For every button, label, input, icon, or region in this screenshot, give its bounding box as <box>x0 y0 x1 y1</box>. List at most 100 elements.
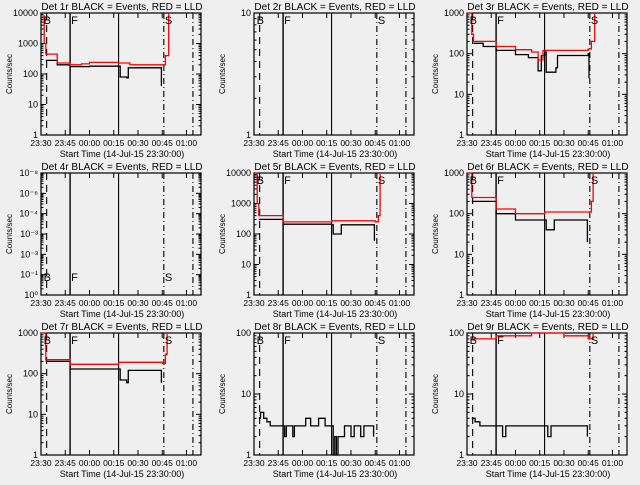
marker-letter: B <box>257 175 264 187</box>
plot-svg: Det 9r BLACK = Events, RED = LLD Counts/s… <box>431 322 629 479</box>
detector-panel-5: Det 5r BLACK = Events, RED = LLD Counts/s… <box>213 160 426 320</box>
x-tick-label: 23:45 <box>55 138 77 148</box>
marker-letter: B <box>257 335 264 347</box>
x-tick-label: 00:00 <box>292 138 314 148</box>
x-tick-label: 01:00 <box>389 458 411 468</box>
marker-letter: F <box>71 15 78 27</box>
marker-letter: F <box>497 15 504 27</box>
x-tick-label: 23:30 <box>30 458 52 468</box>
x-tick-label: 00:30 <box>553 458 575 468</box>
panel-title: Det 6r BLACK = Events, RED = LLD <box>467 162 628 173</box>
x-tick-label: 00:45 <box>365 298 387 308</box>
panel-title: Det 7r BLACK = Events, RED = LLD <box>41 322 202 333</box>
series-events-line <box>471 417 589 438</box>
x-tick-label: 00:30 <box>127 138 149 148</box>
y-axis-label: Counts/sec <box>5 214 14 254</box>
marker-letter: S <box>378 15 385 27</box>
y-tick-label: 10 <box>454 89 464 99</box>
x-tick-label: 23:45 <box>268 458 290 468</box>
x-tick-label: 00:00 <box>79 138 101 148</box>
x-tick-label: 00:45 <box>578 298 600 308</box>
y-tick-label: 10⁻⁴ <box>19 209 38 219</box>
x-axis-label: Start Time (14-Jul-15 23:30:00) <box>486 469 611 479</box>
plot-frame <box>40 332 202 456</box>
x-tick-label: 00:15 <box>529 458 551 468</box>
x-tick-label: 00:30 <box>127 298 149 308</box>
detector-panel-7: Det 7r BLACK = Events, RED = LLD Counts/s… <box>0 320 213 480</box>
y-tick-label: 100 <box>449 328 464 338</box>
y-tick-label: 1 <box>33 450 38 460</box>
plot-svg: Det 6r BLACK = Events, RED = LLD Counts/s… <box>431 162 629 319</box>
x-tick-label: 23:30 <box>243 458 265 468</box>
y-tick-label: 10⁻³ <box>20 249 38 259</box>
x-tick-label: 00:15 <box>103 138 125 148</box>
x-axis-label: Start Time (14-Jul-15 23:30:00) <box>273 149 398 159</box>
x-axis-label: Start Time (14-Jul-15 23:30:00) <box>486 149 611 159</box>
y-tick-label: 1000 <box>231 199 251 209</box>
x-tick-label: 00:00 <box>292 298 314 308</box>
panel-title: Det 9r BLACK = Events, RED = LLD <box>467 322 628 333</box>
plot-svg: Det 7r BLACK = Events, RED = LLD Counts/s… <box>5 322 203 479</box>
x-tick-label: 23:45 <box>55 298 77 308</box>
x-tick-label: 23:30 <box>243 298 265 308</box>
series-events-line <box>473 42 590 79</box>
x-tick-label: 01:00 <box>389 298 411 308</box>
marker-letter: S <box>591 15 598 27</box>
y-tick-label: 10000 <box>13 8 38 18</box>
plot-svg: Det 5r BLACK = Events, RED = LLD Counts/s… <box>218 162 416 319</box>
marker-letter: S <box>165 15 172 27</box>
x-axis-label: Start Time (14-Jul-15 23:30:00) <box>486 309 611 319</box>
y-axis-label: Counts/sec <box>5 54 14 94</box>
series-lld-line <box>467 172 594 215</box>
marker-letter: F <box>284 175 291 187</box>
plot-svg: Det 3r BLACK = Events, RED = LLD Counts/s… <box>431 2 629 159</box>
x-tick-label: 00:15 <box>316 458 338 468</box>
marker-letter: S <box>378 175 385 187</box>
panel-title: Det 3r BLACK = Events, RED = LLD <box>467 2 628 13</box>
marker-letter: S <box>591 335 598 347</box>
plot-frame <box>253 332 415 456</box>
x-tick-label: 01:00 <box>602 458 624 468</box>
x-tick-label: 23:45 <box>481 138 503 148</box>
marker-letter: B <box>44 272 51 284</box>
panel-title: Det 5r BLACK = Events, RED = LLD <box>254 162 415 173</box>
marker-letter: S <box>378 335 385 347</box>
x-axis-label: Start Time (14-Jul-15 23:30:00) <box>60 309 185 319</box>
y-axis-label: Counts/sec <box>218 54 227 94</box>
series-events-line <box>471 200 589 243</box>
y-tick-label: 10 <box>241 260 251 270</box>
y-tick-label: 1000 <box>18 328 38 338</box>
plot-frame <box>40 172 202 296</box>
panel-title: Det 8r BLACK = Events, RED = LLD <box>254 322 415 333</box>
x-tick-label: 23:30 <box>243 138 265 148</box>
plot-frame <box>466 12 628 136</box>
y-axis-label: Counts/sec <box>431 54 440 94</box>
detector-panel-8: Det 8r BLACK = Events, RED = LLD Counts/s… <box>213 320 426 480</box>
x-tick-label: 01:00 <box>602 138 624 148</box>
plot-frame <box>466 172 628 296</box>
x-tick-label: 00:45 <box>365 458 387 468</box>
y-tick-label: 100 <box>236 328 251 338</box>
x-axis-label: Start Time (14-Jul-15 23:30:00) <box>60 469 185 479</box>
y-tick-label: 10 <box>454 249 464 259</box>
x-tick-label: 23:45 <box>55 458 77 468</box>
y-tick-label: 10 <box>28 409 38 419</box>
y-tick-label: 10⁻¹ <box>20 270 38 280</box>
detector-panel-1: Det 1r BLACK = Events, RED = LLD Counts/s… <box>0 0 213 160</box>
y-tick-label: 1 <box>33 130 38 140</box>
series-events-line <box>45 59 163 87</box>
marker-letter: S <box>591 175 598 187</box>
marker-letter: B <box>257 15 264 27</box>
plot-svg: Det 8r BLACK = Events, RED = LLD Counts/s… <box>218 322 416 479</box>
x-tick-label: 23:30 <box>456 298 478 308</box>
x-tick-label: 23:30 <box>30 298 52 308</box>
marker-letter: F <box>71 335 78 347</box>
marker-letter: F <box>284 15 291 27</box>
x-tick-label: 00:45 <box>365 138 387 148</box>
x-tick-label: 01:00 <box>389 138 411 148</box>
x-axis-label: Start Time (14-Jul-15 23:30:00) <box>60 149 185 159</box>
x-tick-label: 00:15 <box>316 298 338 308</box>
panel-title: Det 2r BLACK = Events, RED = LLD <box>254 2 415 13</box>
y-tick-label: 100 <box>23 369 38 379</box>
